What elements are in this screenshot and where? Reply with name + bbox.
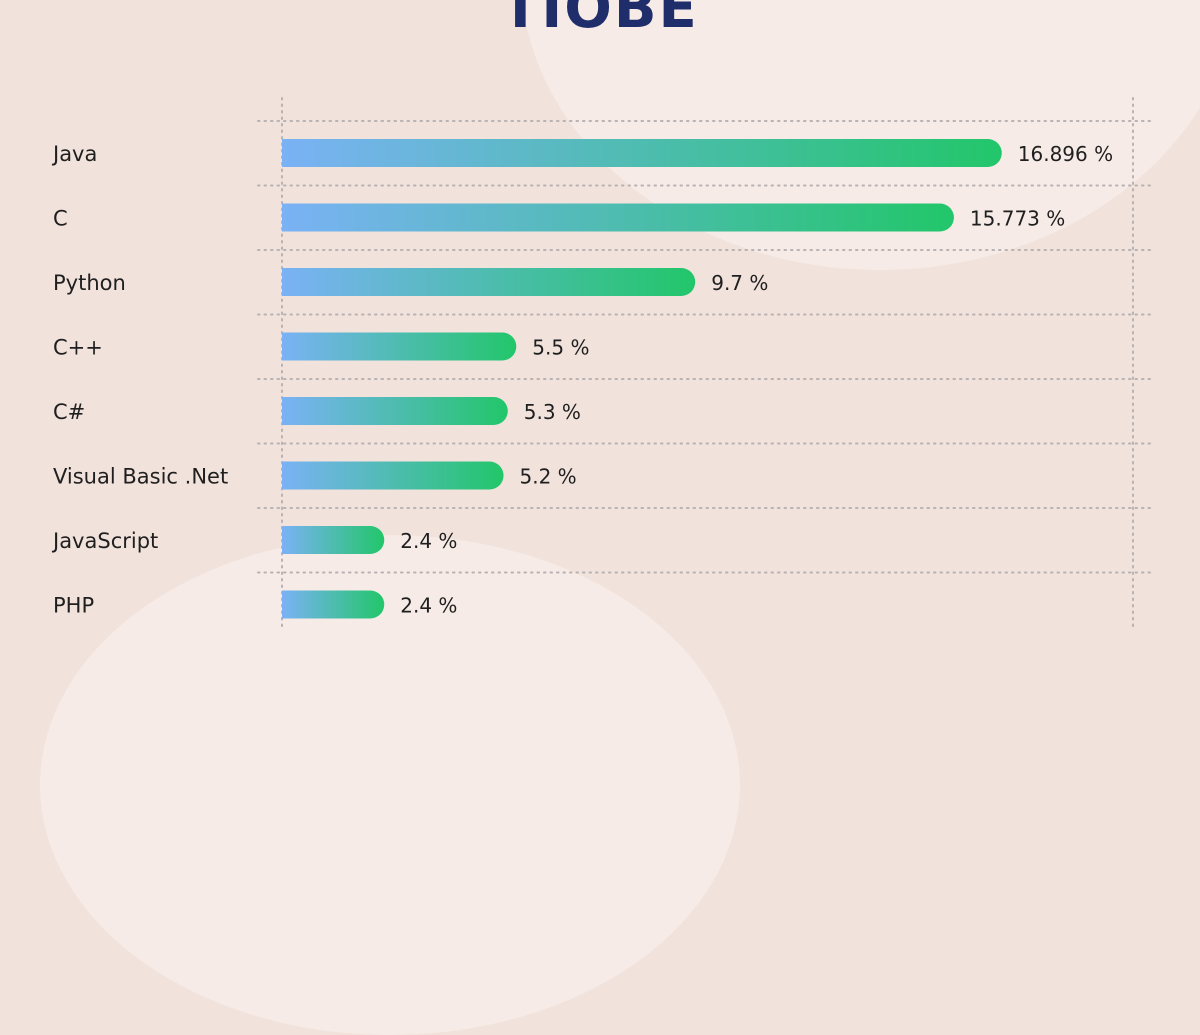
category-label: C — [53, 207, 68, 231]
category-label: Java — [51, 142, 97, 166]
bar-python — [282, 268, 696, 296]
bars — [282, 139, 1002, 619]
grid-lines — [257, 97, 1156, 630]
category-label: C# — [53, 400, 85, 424]
category-label: JavaScript — [51, 529, 158, 553]
bar-visual-basic-net — [282, 461, 504, 490]
value-label: 9.7 % — [711, 271, 768, 295]
bar-php — [282, 590, 385, 619]
value-label: 16.896 % — [1018, 142, 1113, 166]
category-label: PHP — [53, 594, 94, 618]
chart-title: TIOBE — [501, 0, 699, 41]
bar-java — [282, 139, 1002, 167]
bar-chart: Java 16.896 % C 15.773 % Python 9.7 % C++ 5.5 %… — [51, 97, 1156, 630]
category-label: Python — [53, 271, 126, 295]
value-label: 5.5 % — [532, 336, 589, 360]
value-label: 15.773 % — [970, 207, 1065, 231]
value-label: 2.4 % — [400, 529, 457, 553]
value-label: 2.4 % — [400, 594, 457, 618]
bar-c- — [282, 332, 517, 361]
bar-c — [282, 203, 954, 232]
labels: Java 16.896 % C 15.773 % Python 9.7 % C++ 5.5 %… — [51, 142, 1113, 618]
category-label: Visual Basic .Net — [53, 465, 228, 489]
bar-c- — [282, 397, 508, 425]
category-label: C++ — [53, 336, 103, 360]
value-label: 5.3 % — [524, 400, 581, 424]
bar-javascript — [282, 526, 385, 554]
value-label: 5.2 % — [520, 465, 577, 489]
